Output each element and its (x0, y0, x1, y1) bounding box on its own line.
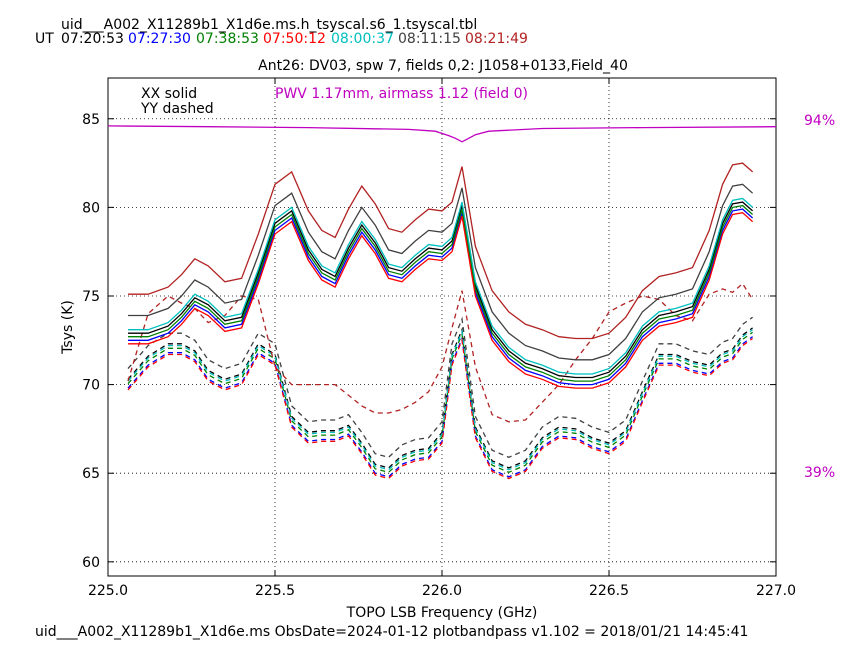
yy-series-line (127, 331, 753, 474)
legend-xx-solid: XX solid (141, 86, 197, 102)
xx-series-line (128, 183, 754, 361)
legend-yy-dashed: YY dashed (140, 101, 214, 117)
xx-series-line (128, 212, 754, 389)
footer-info: uid___A002_X11289b1_X1d6e.ms ObsDate=202… (35, 624, 748, 640)
xx-series-line (128, 208, 754, 386)
y-axis-label: Tsys (K) (60, 300, 76, 355)
pwv-annotation: PWV 1.17mm, airmass 1.12 (field 0) (275, 86, 528, 102)
ut-time-0: 07:20:53 (61, 31, 124, 47)
ut-time-1: 07:27:30 (128, 31, 191, 47)
x-axis-label: TOPO LSB Frequency (GHz) (346, 605, 538, 621)
yy-series-line (127, 335, 753, 478)
yy-series-line (127, 327, 753, 469)
yy-series-line (127, 328, 753, 471)
xx-series-line (128, 197, 754, 375)
ut-time-2: 07:38:53 (196, 31, 259, 47)
file-title: uid___A002_X11289b1_X1d6e.ms.h_tsyscal.s… (61, 17, 477, 33)
y-tick-label: 75 (82, 289, 100, 305)
x-tick-label: 226.5 (589, 583, 629, 599)
y-tick-label: 85 (82, 112, 100, 128)
ut-time-6: 08:21:49 (465, 31, 528, 47)
transmission-bottom-label: 39% (804, 465, 835, 481)
x-tick-label: 225.0 (88, 583, 128, 599)
x-tick-label: 227.0 (756, 583, 796, 599)
grid-lines (107, 78, 777, 576)
xx-series-line (128, 162, 754, 340)
axis-ticks: 225.0 225.5 226.0 226.5 227.0 60 65 70 75 80 85 (82, 78, 796, 599)
xx-series-line (128, 201, 754, 379)
y-tick-label: 65 (82, 466, 100, 482)
x-tick-label: 226.0 (422, 583, 462, 599)
y-tick-label: 70 (82, 378, 100, 394)
yy-series-line (127, 316, 753, 459)
x-tick-label: 225.5 (255, 583, 295, 599)
series-lines (107, 125, 777, 480)
ut-label: UT (35, 31, 54, 47)
ut-time-5: 08:11:15 (398, 31, 461, 47)
transmission-top-label: 94% (804, 113, 835, 129)
yy-series-line (127, 282, 754, 423)
ut-time-3: 07:50:12 (263, 31, 326, 47)
y-tick-label: 60 (82, 555, 100, 571)
yy-series-line (127, 337, 753, 480)
ut-time-4: 08:00:37 (331, 31, 394, 47)
y-tick-label: 80 (82, 200, 100, 216)
atmospheric-transmission-line (107, 125, 777, 143)
plot-subtitle: Ant26: DV03, spw 7, fields 0,2: J1058+01… (258, 58, 628, 74)
xx-series-line (128, 204, 754, 382)
ut-times: UT 07:20:53 07:27:30 07:38:53 07:50:12 0… (35, 31, 528, 47)
